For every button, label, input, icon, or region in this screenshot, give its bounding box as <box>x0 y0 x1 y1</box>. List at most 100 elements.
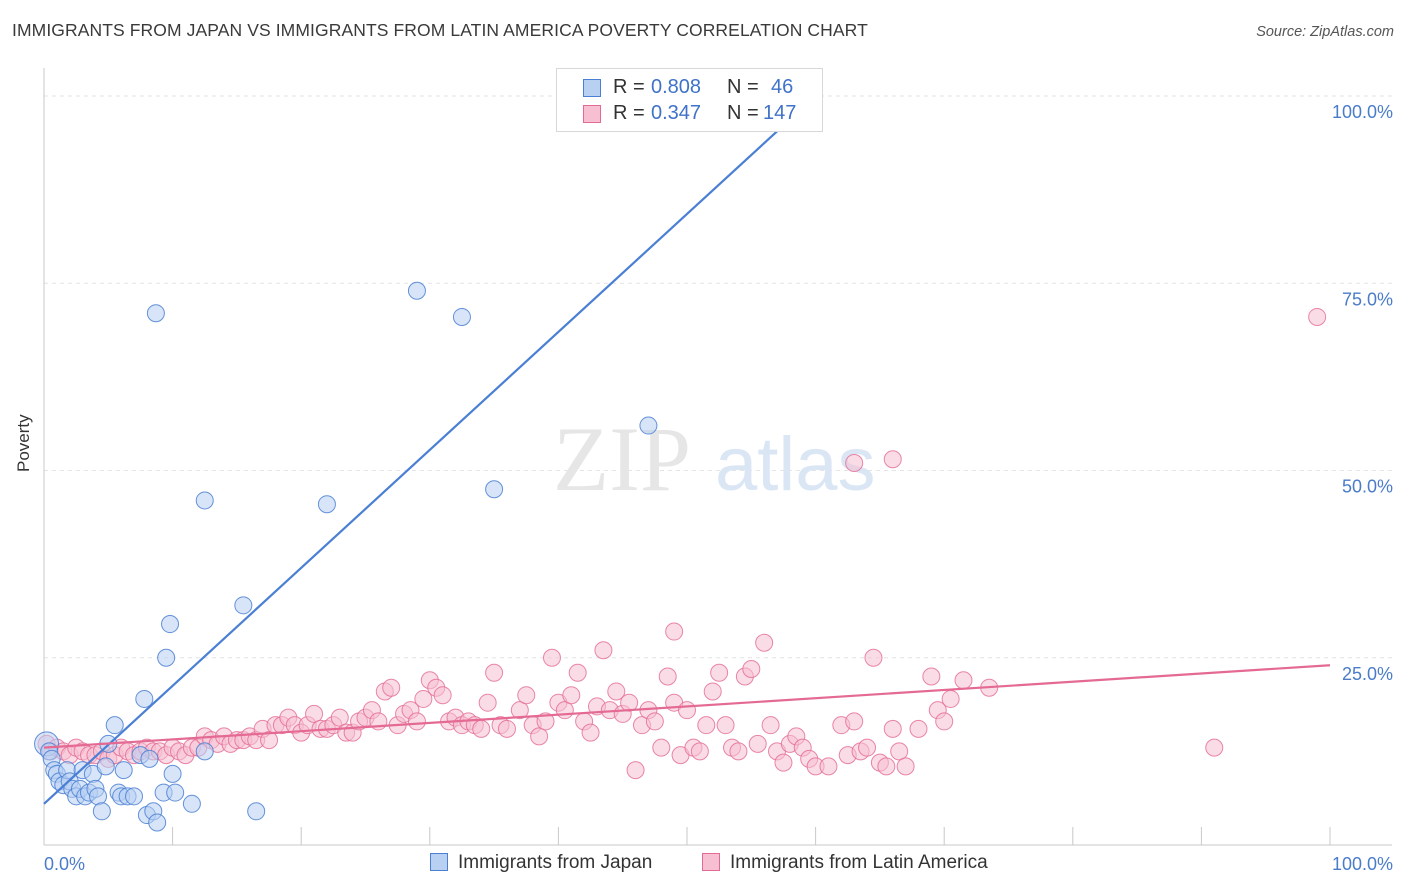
japan-swatch <box>583 79 601 97</box>
latin-point <box>562 686 581 705</box>
latin-point <box>1205 738 1224 757</box>
latin-point <box>665 622 684 641</box>
y-tick-label: 25.0% <box>1342 664 1393 684</box>
japan-point <box>146 304 165 323</box>
bottom-latin-label: Immigrants from Latin America <box>730 852 988 873</box>
latin-point <box>620 693 639 712</box>
legend-japan-n-label: N = <box>727 76 759 98</box>
latin-point <box>748 734 767 753</box>
x-tick-label: 100.0% <box>1332 854 1393 874</box>
japan-point <box>92 802 111 821</box>
legend-japan-n-value: 46 <box>771 76 794 98</box>
series-japan <box>34 281 658 832</box>
latin-point <box>909 719 928 738</box>
japan-trend-line <box>43 95 817 805</box>
latin-point <box>568 663 587 682</box>
japan-point <box>195 491 214 510</box>
latin-point <box>607 682 626 701</box>
latin-point <box>896 757 915 776</box>
latin-trend-line <box>43 664 1331 749</box>
latin-point <box>330 708 349 727</box>
latin-point <box>755 633 774 652</box>
japan-point <box>114 761 133 780</box>
latin-point <box>774 753 793 772</box>
source-label: Source: ZipAtlas.com <box>1256 24 1394 40</box>
japan-point <box>407 281 426 300</box>
japan-point <box>234 596 253 615</box>
latin-point <box>819 757 838 776</box>
bottom-legend-latin: Immigrants from Latin America <box>702 852 988 874</box>
legend-japan-r-label: R = <box>613 76 645 98</box>
latin-point <box>954 671 973 690</box>
latin-point <box>845 454 864 473</box>
latin-point <box>530 727 549 746</box>
latin-point <box>697 716 716 735</box>
japan-point <box>148 813 167 832</box>
japan-point <box>485 480 504 499</box>
latin-point <box>710 663 729 682</box>
japan-point <box>140 749 159 768</box>
watermark-zip: ZIP <box>553 408 691 510</box>
latin-point <box>382 678 401 697</box>
tick-labels: 25.0% 50.0% 75.0% 100.0% 0.0% 100.0% <box>44 102 1393 874</box>
latin-point <box>690 742 709 761</box>
latin-point <box>716 716 735 735</box>
latin-point <box>407 712 426 731</box>
latin-point <box>581 723 600 742</box>
gridlines <box>44 95 1392 659</box>
latin-point <box>845 712 864 731</box>
latin-point <box>305 704 324 723</box>
latin-point <box>536 712 555 731</box>
legend-latin-n-label: N = <box>727 102 759 124</box>
latin-point <box>517 686 536 705</box>
latin-point <box>883 719 902 738</box>
legend-latin-r-value: 0.347 <box>651 102 702 124</box>
japan-point <box>161 615 180 634</box>
latin-point <box>652 738 671 757</box>
legend-japan-r-value: 0.808 <box>651 76 702 98</box>
japan-point <box>89 787 108 806</box>
y-tick-label: 50.0% <box>1342 477 1393 497</box>
latin-point <box>877 757 896 776</box>
latin-point <box>678 701 696 720</box>
trend-lines <box>43 95 1331 805</box>
japan-point <box>157 648 176 667</box>
japan-point <box>105 716 124 735</box>
latin-point <box>472 719 491 738</box>
axes <box>43 68 1392 846</box>
bottom-japan-label: Immigrants from Japan <box>458 852 653 873</box>
y-tick-label: 100.0% <box>1332 102 1393 122</box>
latin-point <box>260 731 279 750</box>
correlation-legend: R = 0.808 N = 46 R = 0.347 N = 147 <box>556 68 823 132</box>
latin-point <box>941 689 960 708</box>
bottom-latin-swatch <box>702 853 720 871</box>
japan-point <box>125 787 144 806</box>
latin-point <box>729 742 748 761</box>
latin-point <box>414 689 433 708</box>
japan-point <box>195 742 214 761</box>
latin-point <box>703 682 722 701</box>
legend-latin-r-label: R = <box>613 102 645 124</box>
bottom-japan-swatch <box>430 853 448 871</box>
watermark: ZIP atlas <box>553 408 876 510</box>
japan-point <box>639 416 658 435</box>
japan-point <box>317 495 336 514</box>
latin-point <box>761 716 780 735</box>
latin-point <box>626 761 645 780</box>
latin-point <box>890 742 909 761</box>
japan-point <box>163 764 182 783</box>
latin-point <box>858 738 877 757</box>
latin-point <box>542 648 561 667</box>
x-tick-label: 0.0% <box>44 854 85 874</box>
latin-point <box>922 667 941 686</box>
latin-point <box>555 701 574 720</box>
latin-point <box>1308 307 1327 326</box>
japan-point <box>182 794 201 813</box>
latin-point <box>658 667 677 686</box>
chart-title: IMMIGRANTS FROM JAPAN VS IMMIGRANTS FROM… <box>12 20 868 40</box>
japan-point <box>96 757 115 776</box>
latin-swatch <box>583 105 601 123</box>
latin-point <box>497 719 516 738</box>
y-tick-label: 75.0% <box>1342 289 1393 309</box>
